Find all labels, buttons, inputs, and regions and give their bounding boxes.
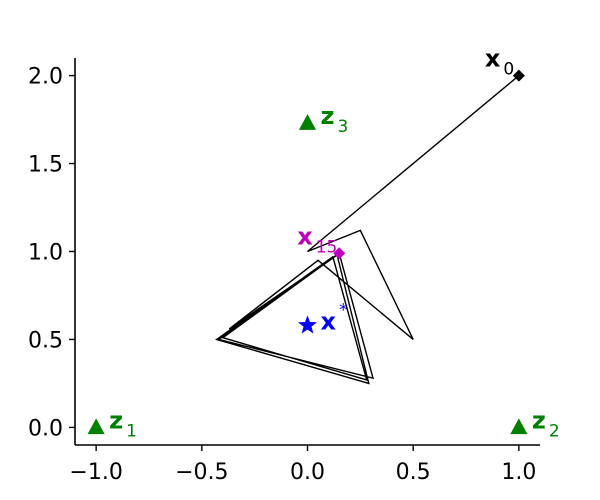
y-tick-label: 0.5 [28,328,63,353]
x-tick-label: 0.5 [396,460,431,485]
y-axis-ticks: 0.0 0.5 1.0 1.5 2.0 [28,65,75,441]
y-tick-label: 1.5 [28,153,63,178]
markers-group [87,69,528,435]
x-tick-label: 1.0 [501,460,536,485]
x15-diamond-marker [333,247,346,260]
y-tick-label: 0.0 [28,416,63,441]
z1-triangle-marker [87,418,105,435]
iteration-path-line [215,75,520,385]
x-star-marker [297,315,318,334]
z3-triangle-marker [298,114,317,130]
x-star-label: x * [321,300,348,335]
x-axis-ticks: −1.0 −0.5 0.0 0.5 1.0 [69,445,536,485]
plot-area: z 1 z 2 z 3 x * x 0 x 15 [87,45,560,442]
x-tick-label: −0.5 [175,460,228,485]
annotations-group: z 1 z 2 z 3 x * x 0 x 15 [109,45,560,442]
y-tick-label: 2.0 [28,65,63,90]
z2-triangle-marker [510,418,528,435]
y-tick-label: 1.0 [28,241,63,266]
x0-diamond-marker [512,69,525,82]
x-tick-label: 0.0 [290,460,325,485]
x-tick-label: −1.0 [69,460,122,485]
x15-label: x 15 [297,222,337,257]
